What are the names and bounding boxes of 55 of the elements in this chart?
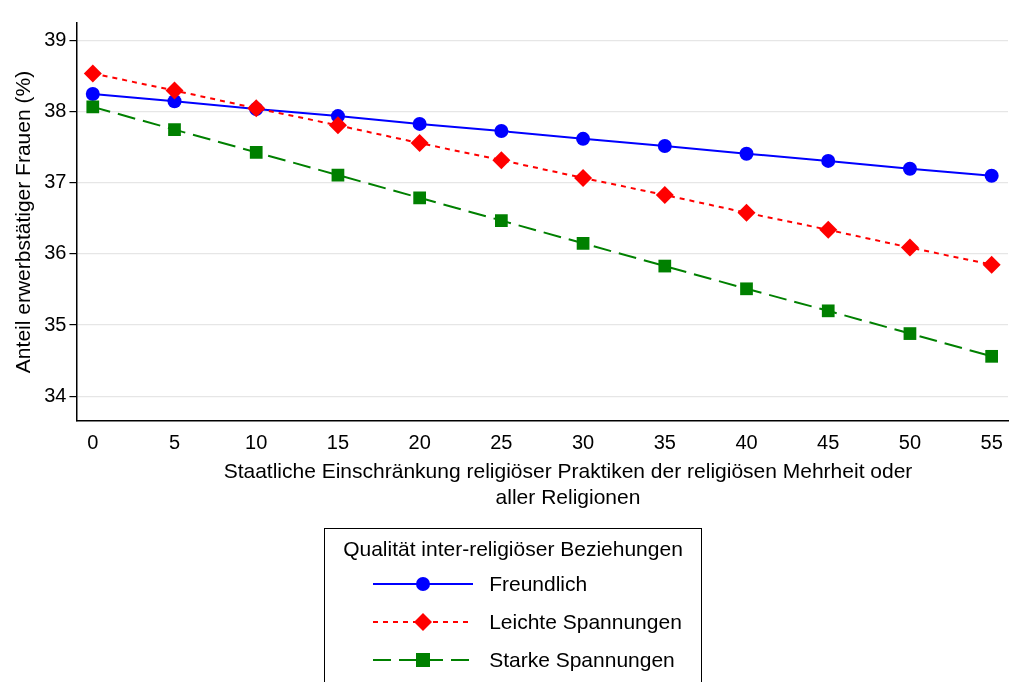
y-tick-label: 38 [44, 99, 67, 122]
point [903, 327, 917, 340]
x-tick-label: 25 [490, 430, 513, 453]
y-tick-label: 36 [44, 241, 67, 264]
x-tick-label: 5 [168, 430, 181, 453]
point [86, 100, 100, 114]
x-tick-label: 45 [817, 430, 840, 453]
point [737, 203, 756, 222]
point [819, 220, 838, 239]
x-tick-label: 35 [653, 430, 676, 453]
point [982, 255, 1001, 274]
point [328, 116, 347, 135]
point [900, 238, 919, 257]
legend-label: Starke Spannungen [489, 648, 675, 672]
point [902, 161, 917, 176]
point [168, 123, 181, 136]
x-axis-title: Staatliche Einschränkung religiöser Praktiken der religiösen Mehrheit oder aller Religionen [222, 458, 914, 510]
point [657, 138, 672, 153]
point [740, 282, 753, 296]
y-tick-label: 39 [44, 28, 67, 51]
point [494, 124, 509, 139]
point [739, 146, 754, 161]
point [85, 87, 100, 102]
point [576, 236, 590, 250]
point [574, 168, 593, 187]
point [495, 214, 508, 227]
point [985, 349, 999, 363]
x-tick-label: 10 [245, 430, 268, 453]
x-tick-label: 40 [735, 430, 758, 453]
y-axis-title: Anteil erwerbstätiger Frauen (%) [11, 70, 35, 374]
x-tick-label: 20 [408, 430, 431, 453]
x-tick-label: 0 [87, 430, 99, 453]
point [412, 116, 427, 131]
y-tick-label: 37 [44, 170, 67, 193]
point [984, 168, 999, 183]
point [821, 304, 835, 318]
point [658, 259, 672, 273]
point [410, 134, 429, 153]
legend-label: Leichte Spannungen [489, 610, 682, 634]
point [413, 191, 427, 205]
x-tick-label: 15 [326, 430, 350, 453]
point [492, 151, 511, 170]
x-tick-label: 50 [898, 430, 922, 453]
point [249, 145, 263, 159]
point [655, 185, 674, 204]
legend-label: Freundlich [489, 572, 588, 596]
x-tick-label: 55 [980, 430, 1003, 453]
point [165, 81, 184, 100]
y-tick-label: 35 [44, 312, 67, 335]
y-tick-label: 34 [44, 383, 67, 406]
point [576, 131, 591, 146]
point [821, 153, 836, 168]
point [83, 64, 102, 83]
x-tick-label: 30 [571, 430, 595, 453]
legend-title: Qualität inter-religiöser Beziehungen [343, 537, 683, 561]
